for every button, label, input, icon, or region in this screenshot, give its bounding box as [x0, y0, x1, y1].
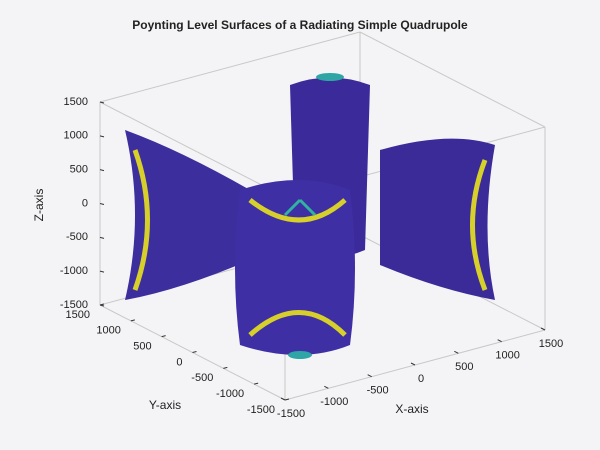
y-tick-mark — [130, 319, 135, 322]
box-edge — [99, 31, 361, 103]
y-tick-label: 1000 — [96, 325, 120, 337]
y-tick-label: 1500 — [66, 309, 90, 321]
box-edge — [359, 31, 546, 128]
y-tick-label: -1000 — [216, 388, 244, 400]
box-edge — [99, 101, 286, 198]
z-tick-label: 500 — [70, 164, 88, 176]
x-tick-mark — [367, 374, 372, 378]
y-tick-mark — [192, 351, 197, 353]
x-tick-label: 1500 — [539, 338, 563, 350]
y-axis-label: Y-axis — [149, 398, 181, 412]
z-tick-label: 1500 — [64, 96, 88, 108]
y-tick-label: 0 — [176, 356, 182, 368]
x-tick-label: 0 — [418, 373, 424, 385]
x-tick-mark — [410, 362, 416, 366]
x-tick-label: 1000 — [495, 350, 519, 362]
y-tick-mark — [284, 398, 290, 401]
x-tick-mark — [497, 339, 502, 343]
z-tick-label: -1000 — [60, 265, 88, 277]
z-tick-label: -1500 — [60, 299, 88, 311]
y-tick-mark — [161, 335, 166, 338]
x-tick-label: -500 — [367, 385, 389, 397]
z-tick-mark — [99, 169, 105, 172]
z-tick-label: 0 — [82, 197, 88, 209]
surface-decoration — [125, 73, 495, 359]
z-tick-mark — [99, 304, 105, 307]
z-tick-mark — [99, 101, 105, 104]
z-tick-label: 1000 — [64, 130, 88, 142]
z-tick-mark — [99, 236, 105, 239]
x-tick-label: 500 — [455, 361, 473, 373]
x-tick-mark — [324, 385, 329, 389]
x-tick-label: -1500 — [277, 408, 305, 420]
y-tick-mark — [254, 382, 259, 385]
chart-title: Poynting Level Surfaces of a Radiating S… — [132, 18, 468, 32]
y-tick-label: -500 — [191, 372, 213, 384]
z-tick-mark — [99, 203, 105, 205]
x-tick-mark — [454, 350, 459, 354]
x-tick-mark — [540, 327, 546, 331]
y-tick-label: 500 — [133, 341, 151, 353]
y-tick-label: -1500 — [247, 404, 275, 416]
y-tick-mark — [223, 366, 228, 369]
z-tick-mark — [99, 135, 105, 138]
x-tick-mark — [280, 397, 286, 401]
x-tick-label: -1000 — [320, 396, 348, 408]
z-tick-label: -500 — [66, 231, 88, 243]
x-axis-label: X-axis — [395, 402, 428, 416]
z-axis-label: Z-axis — [32, 189, 46, 222]
z-tick-mark — [99, 270, 105, 273]
